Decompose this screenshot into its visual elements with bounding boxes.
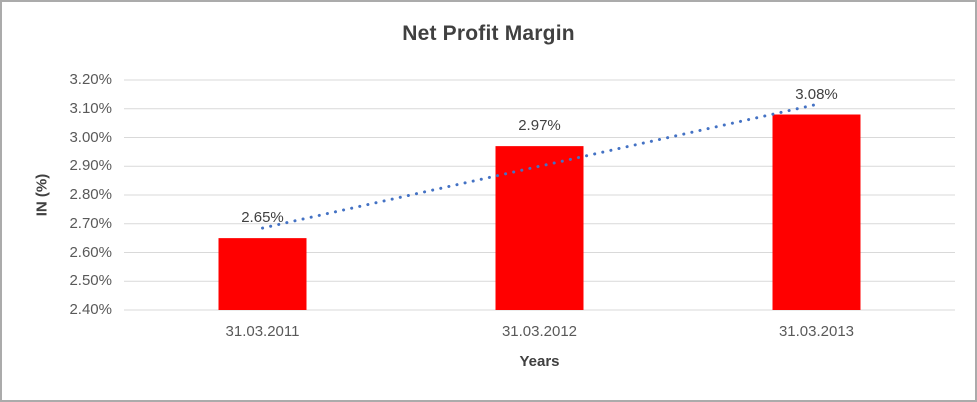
chart-title: Net Profit Margin: [402, 22, 575, 45]
y-tick-label: 2.80%: [69, 186, 112, 203]
y-tick-label: 3.10%: [69, 99, 112, 117]
y-tick-label: 2.40%: [69, 301, 112, 318]
x-tick-label: 31.03.2011: [225, 323, 300, 340]
data-label: 2.97%: [518, 117, 561, 135]
data-label: 2.65%: [241, 209, 284, 227]
bar-31.03.2011: [218, 238, 307, 310]
y-tick-label: 2.60%: [69, 243, 112, 261]
x-tick-label: 31.03.2013: [778, 323, 855, 340]
data-label: 3.08%: [795, 85, 838, 103]
trendline: [261, 102, 818, 230]
y-tick-label: 2.70%: [69, 214, 112, 232]
y-tick-label: 2.50%: [69, 272, 112, 290]
x-axis-title: Years: [519, 353, 560, 370]
bar-31.03.2012: [495, 146, 584, 310]
x-tick-label: 31.03.2012: [501, 323, 578, 340]
y-tick-label: 3.20%: [69, 71, 112, 88]
y-tick-label: 2.90%: [69, 157, 112, 175]
y-tick-label: 3.00%: [69, 128, 112, 146]
bar-31.03.2013: [772, 114, 861, 310]
